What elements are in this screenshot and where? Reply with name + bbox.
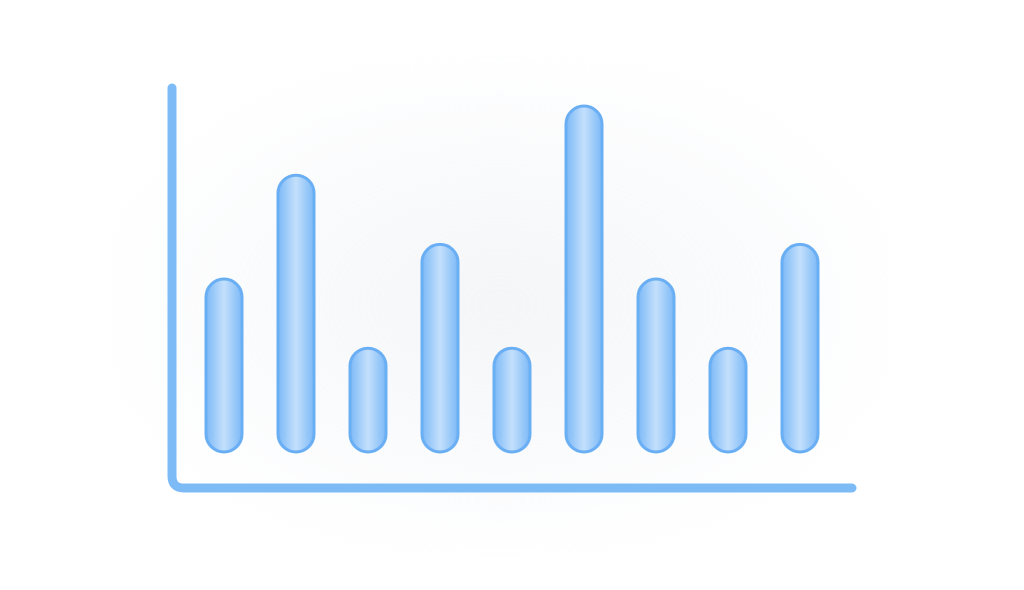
bar-6 — [564, 104, 604, 454]
bar-2 — [276, 173, 316, 454]
chart-background-glow — [120, 70, 880, 540]
chart-axes — [167, 83, 857, 493]
bar-3 — [348, 346, 388, 454]
bar-1 — [204, 277, 244, 454]
bar-7 — [636, 277, 676, 454]
bars-group — [204, 104, 820, 454]
bar-4 — [420, 242, 460, 454]
bar-5 — [492, 346, 532, 454]
bar-9 — [780, 242, 820, 454]
bar-8 — [708, 346, 748, 454]
